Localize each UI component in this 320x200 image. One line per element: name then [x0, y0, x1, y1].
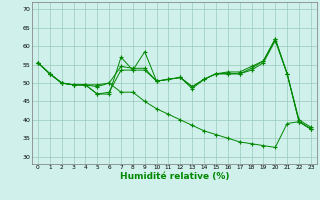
X-axis label: Humidité relative (%): Humidité relative (%) — [120, 172, 229, 181]
